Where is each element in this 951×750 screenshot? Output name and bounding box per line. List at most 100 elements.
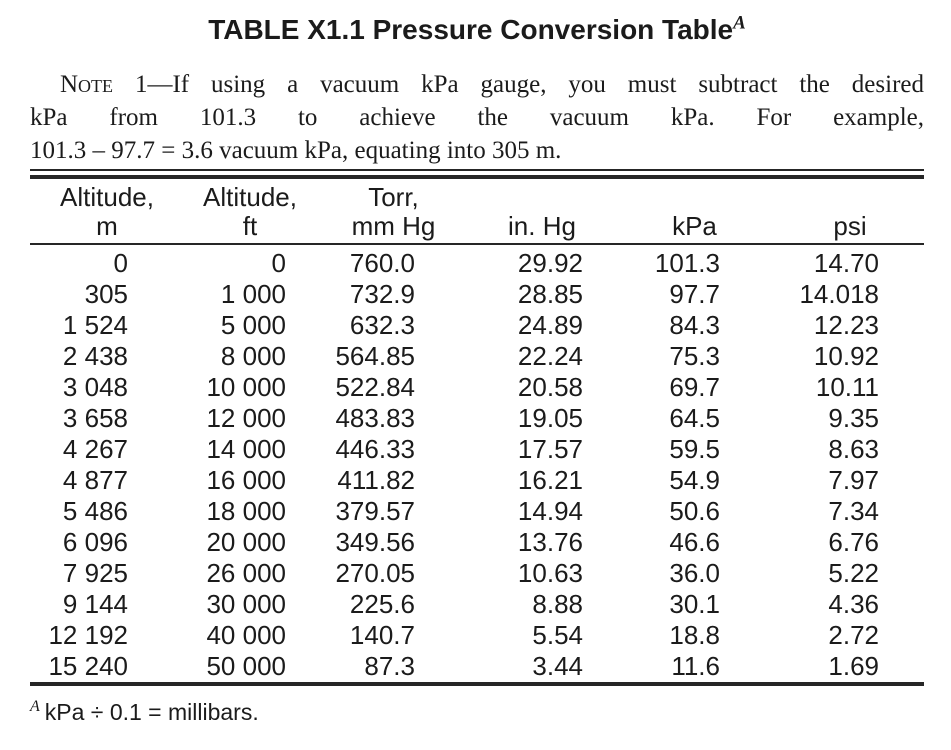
table-cell: 11.6 <box>671 651 720 681</box>
table-cell: 0 <box>271 248 286 278</box>
table-row: 15 240 50 000 87.3 3.44 11.6 1.69 <box>30 651 924 684</box>
footnote-text: kPa ÷ 0.1 = millibars. <box>44 699 259 725</box>
table-title-text: TABLE X1.1 Pressure Conversion Table <box>208 14 734 45</box>
table-cell: 483.83 <box>335 403 415 433</box>
table-block: TABLE X1.1 Pressure Conversion TableA No… <box>30 0 924 726</box>
table-row: 5 486 18 000 379.57 14.94 50.6 7.34 <box>30 496 924 527</box>
header-line-2: ft <box>242 211 258 241</box>
table-cell: 4 267 <box>62 434 128 464</box>
table-cell: 36.0 <box>669 558 720 588</box>
table-cell: 9.35 <box>828 403 879 433</box>
table-cell: 10.63 <box>517 558 583 588</box>
table-header-row: Altitude, m Altitude, ft Torr, mm Hg in.… <box>30 179 924 245</box>
note-label: Note <box>60 71 114 98</box>
table-cell: 6 096 <box>62 527 128 557</box>
column-header-in-hg: in. Hg <box>445 179 613 245</box>
table-cell: 30 000 <box>206 589 286 619</box>
table-row: 4 267 14 000 446.33 17.57 59.5 8.63 <box>30 434 924 465</box>
table-row: 2 438 8 000 564.85 22.24 75.3 10.92 <box>30 341 924 372</box>
table-cell: 3.44 <box>532 651 583 681</box>
table-cell: 84.3 <box>669 310 720 340</box>
table-cell: 16.21 <box>517 465 583 495</box>
table-cell: 1 000 <box>220 279 286 309</box>
table-cell: 0 <box>113 248 128 278</box>
table-cell: 50 000 <box>206 651 286 681</box>
table-cell: 22.24 <box>517 341 583 371</box>
table-cell: 54.9 <box>669 465 720 495</box>
table-cell: 13.76 <box>517 527 583 557</box>
table-row: 4 877 16 000 411.82 16.21 54.9 7.97 <box>30 465 924 496</box>
header-line-2: in. Hg <box>508 211 576 241</box>
table-row: 9 144 30 000 225.6 8.88 30.1 4.36 <box>30 589 924 620</box>
table-cell: 20.58 <box>517 372 583 402</box>
table-row: 6 096 20 000 349.56 13.76 46.6 6.76 <box>30 527 924 558</box>
table-cell: 14.018 <box>799 279 879 309</box>
table-row: 3 658 12 000 483.83 19.05 64.5 9.35 <box>30 403 924 434</box>
table-cell: 1 524 <box>62 310 128 340</box>
table-cell: 446.33 <box>335 434 415 464</box>
note-line-1-text: 1—If using a vacuum kPa gauge, you must … <box>113 71 924 98</box>
column-header-altitude-ft: Altitude, ft <box>158 179 316 245</box>
column-header-kpa: kPa <box>613 179 750 245</box>
table-cell: 50.6 <box>669 496 720 526</box>
table-cell: 10.92 <box>813 341 879 371</box>
table-cell: 14.70 <box>813 248 879 278</box>
table-cell: 732.9 <box>349 279 415 309</box>
table-cell: 101.3 <box>654 248 720 278</box>
column-header-torr-mm-hg: Torr, mm Hg <box>316 179 445 245</box>
table-cell: 4.36 <box>828 589 879 619</box>
table-cell: 3 048 <box>62 372 128 402</box>
table-cell: 5 000 <box>220 310 286 340</box>
table-cell: 632.3 <box>349 310 415 340</box>
table-cell: 26 000 <box>206 558 286 588</box>
table-cell: 270.05 <box>335 558 415 588</box>
table-cell: 75.3 <box>669 341 720 371</box>
table-cell: 5 486 <box>62 496 128 526</box>
header-line-2: m <box>96 211 118 241</box>
table-row: 1 524 5 000 632.3 24.89 84.3 12.23 <box>30 310 924 341</box>
table-row: 0 0 760.0 29.92 101.3 14.70 <box>30 244 924 279</box>
table-cell: 8.63 <box>828 434 879 464</box>
table-title-superscript: A <box>733 12 746 34</box>
header-line-2: kPa <box>672 211 717 241</box>
table-cell: 7 925 <box>62 558 128 588</box>
table-cell: 17.57 <box>517 434 583 464</box>
note-paragraph: Note 1—If using a vacuum kPa gauge, you … <box>30 68 924 167</box>
table-cell: 10 000 <box>206 372 286 402</box>
column-header-psi: psi <box>750 179 924 245</box>
table-cell: 5.22 <box>828 558 879 588</box>
table-row: 3 048 10 000 522.84 20.58 69.7 10.11 <box>30 372 924 403</box>
note-line-1: Note 1—If using a vacuum kPa gauge, you … <box>30 68 924 101</box>
table-cell: 59.5 <box>669 434 720 464</box>
table-cell: 8.88 <box>532 589 583 619</box>
table-cell: 411.82 <box>337 465 415 495</box>
table-cell: 29.92 <box>517 248 583 278</box>
table-cell: 349.56 <box>335 527 415 557</box>
table-cell: 18 000 <box>206 496 286 526</box>
table-cell: 225.6 <box>349 589 415 619</box>
table-top-rule <box>30 169 924 179</box>
table-cell: 3 658 <box>62 403 128 433</box>
header-line-1: Altitude, <box>203 182 297 212</box>
column-header-altitude-m: Altitude, m <box>30 179 158 245</box>
table-cell: 9 144 <box>62 589 128 619</box>
table-cell: 1.69 <box>828 651 879 681</box>
table-cell: 2 438 <box>62 341 128 371</box>
table-cell: 16 000 <box>206 465 286 495</box>
table-cell: 379.57 <box>335 496 415 526</box>
table-cell: 7.34 <box>828 496 879 526</box>
table-title: TABLE X1.1 Pressure Conversion TableA <box>30 0 924 46</box>
table-cell: 14 000 <box>206 434 286 464</box>
table-cell: 15 240 <box>48 651 128 681</box>
header-line-1: Torr, <box>368 182 419 212</box>
table-cell: 4 877 <box>62 465 128 495</box>
footnote-superscript: A <box>30 698 40 716</box>
table-cell: 760.0 <box>349 248 415 278</box>
table-cell: 5.54 <box>532 620 583 650</box>
table-row: 7 925 26 000 270.05 10.63 36.0 5.22 <box>30 558 924 589</box>
table-cell: 564.85 <box>335 341 415 371</box>
table-cell: 20 000 <box>206 527 286 557</box>
table-cell: 40 000 <box>206 620 286 650</box>
